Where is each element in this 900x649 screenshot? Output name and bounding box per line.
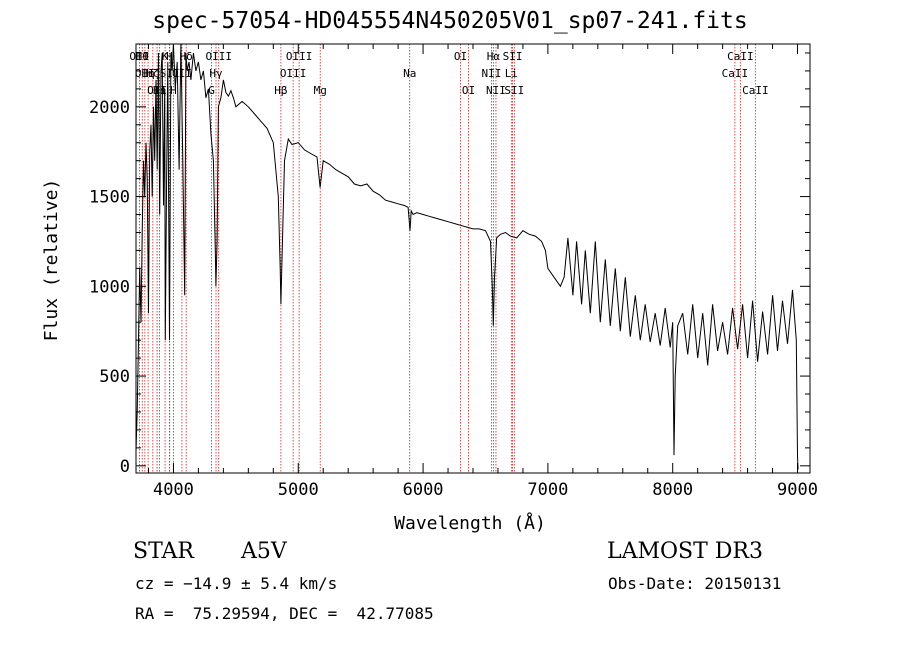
y-tick-label: 1000 [89,277,130,297]
line-marker-label: Hζ [146,67,159,80]
line-marker-label: Na [403,67,416,80]
x-tick-label: 5000 [278,480,319,500]
line-marker-label: Hη [141,67,154,80]
line-marker-label: Hα [487,50,501,63]
spectrum-line [135,43,799,470]
line-marker-label: K [162,50,169,63]
y-tick-label: 500 [99,367,130,387]
line-marker-label: NII [486,84,506,97]
line-marker-label: Mg [314,84,327,97]
x-tick-label: 8000 [652,480,693,500]
y-axis-label: Flux (relative) [41,179,62,342]
line-marker-label: OI [454,50,467,63]
y-tick-label: 1500 [89,188,130,208]
object-subclass: A5V [241,539,287,564]
line-marker-label: OIII [286,50,313,63]
y-tick-label: 0 [120,457,130,477]
x-tick-label: 9000 [777,480,818,500]
line-marker-label: CaII [727,50,754,63]
plot-frame [135,43,811,474]
y-axis: 0 500 1000 1500 2000 [89,52,810,477]
line-marker-label: Li [505,67,518,80]
x-tick-label: 6000 [403,480,444,500]
coordinates: RA = 75.29594, DEC = 42.77085 [135,604,434,623]
line-marker-label: Hβ [274,84,288,97]
observation-date: Obs-Date: 20150131 [608,574,782,593]
line-marker-label: OII [135,67,155,80]
line-marker-label: OII [129,50,149,63]
line-marker-label: OIII [280,67,307,80]
x-tick-label: 4000 [153,480,194,500]
y-tick-label: 2000 [89,98,130,118]
line-markers [138,44,756,473]
chart-title: spec-57054-HD045554N450205V01_sp07-241.f… [152,8,748,34]
object-class: STAR [133,539,194,564]
line-marker-label: Hθ [136,50,149,63]
line-marker-label: CaII [722,67,749,80]
x-tick-label: 7000 [527,480,568,500]
x-axis-label: Wavelength (Å) [394,512,546,534]
line-marker-label: H [170,84,177,97]
line-marker-label: H [166,50,173,63]
line-marker-label: G [208,84,215,97]
line-marker-label: OIII [206,50,233,63]
x-axis: 4000 5000 6000 7000 8000 9000 [147,44,818,500]
survey-name: LAMOST DR3 [607,539,763,564]
line-marker-label: NII [482,67,502,80]
line-marker-label: OI [462,84,475,97]
redshift-cz: cz = −14.9 ± 5.4 km/s [135,574,338,593]
line-marker-label: CaII [742,84,769,97]
line-marker-label: SII [504,84,524,97]
line-marker-label: Hγ [209,67,223,80]
line-marker-label: SII [503,50,523,63]
